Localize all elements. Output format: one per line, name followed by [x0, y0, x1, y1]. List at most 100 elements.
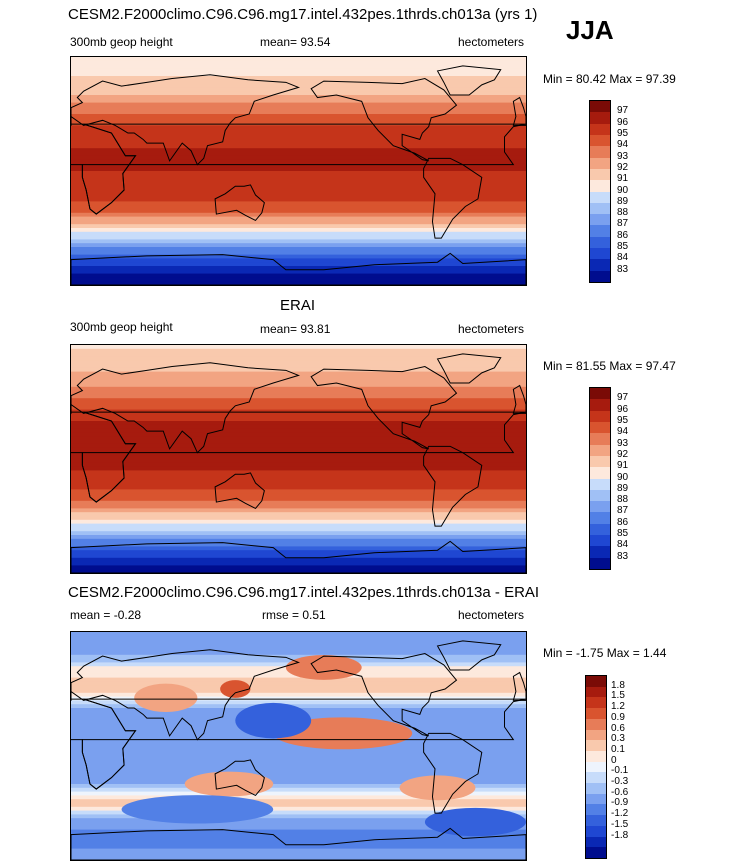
zonal-band [71, 167, 526, 172]
zonal-band [71, 102, 526, 107]
colorbar-swatch [590, 157, 610, 169]
zonal-band [71, 348, 526, 354]
colorbar-tick-label: 93 [617, 437, 629, 449]
panel2-colorbar [589, 387, 611, 570]
zonal-band [71, 398, 526, 403]
zonal-band [71, 91, 526, 96]
zonal-band [71, 140, 526, 145]
zonal-band [71, 402, 526, 407]
zonal-band [71, 508, 526, 513]
zonal-band [71, 247, 526, 252]
zonal-band [71, 643, 526, 648]
zonal-band [71, 635, 526, 641]
panel1-colorbar [589, 100, 611, 283]
coastline-africa [71, 411, 137, 503]
zonal-band [71, 791, 526, 796]
zonal-band [71, 386, 526, 392]
colorbar-swatch [590, 467, 610, 479]
coastline-africa [71, 698, 137, 790]
panel3-map [70, 631, 527, 861]
zonal-band [71, 806, 526, 812]
zonal-band [71, 810, 526, 815]
zonal-band [71, 171, 526, 176]
colorbar-tick-label: 92 [617, 448, 629, 460]
zonal-band [71, 440, 526, 445]
zonal-band [71, 485, 526, 490]
colorbar-swatch [586, 825, 606, 837]
colorbar-tick-label: 97 [617, 105, 629, 117]
zonal-band [71, 266, 526, 271]
zonal-band [71, 405, 526, 411]
zonal-band [71, 273, 526, 278]
panel3-rmse-label: rmse = 0.51 [262, 608, 326, 622]
colorbar-tick-label: 1.5 [611, 690, 625, 702]
zonal-band [71, 163, 526, 168]
coastline-europe-west [512, 96, 526, 126]
coastline-north-america [310, 653, 458, 737]
zonal-band [71, 795, 526, 800]
colorbar-swatch [590, 410, 610, 422]
zonal-band [71, 220, 526, 225]
zonal-band [71, 394, 526, 399]
zonal-band [71, 60, 526, 66]
zonal-band [71, 228, 526, 233]
colorbar-tick-label: -1.2 [611, 808, 629, 820]
zonal-band [71, 557, 526, 563]
zonal-band [71, 776, 526, 781]
zonal-band [71, 462, 526, 468]
colorbar-swatch [586, 740, 606, 751]
colorbar-swatch [586, 697, 606, 709]
zonal-band [71, 269, 526, 275]
zonal-band [71, 685, 526, 690]
coastline-antarctica [71, 540, 526, 573]
zonal-band [71, 281, 526, 285]
zonal-band [71, 523, 526, 528]
map-field-3 [71, 632, 526, 860]
zonal-band [71, 825, 526, 831]
colorbar-swatch [586, 718, 606, 730]
colorbar-swatch [586, 836, 606, 848]
zonal-band [71, 647, 526, 652]
zonal-band [71, 345, 526, 350]
zonal-band [71, 550, 526, 555]
zonal-band [71, 772, 526, 777]
zonal-band [71, 651, 526, 656]
zonal-band [71, 360, 526, 365]
panel2-units-label: hectometers [458, 322, 525, 336]
zonal-band [71, 258, 526, 263]
colorbar-swatch [590, 523, 610, 536]
colorbar-tick-label: -0.9 [611, 797, 629, 809]
zonal-band [71, 493, 526, 498]
zonal-band [71, 209, 526, 214]
zonal-band [71, 243, 526, 248]
colorbar-swatch [586, 761, 606, 773]
colorbar-tick-label: 0 [611, 754, 617, 766]
zonal-band [71, 155, 526, 161]
zonal-band [71, 746, 526, 751]
zonal-band [71, 129, 526, 134]
colorbar-swatch [590, 489, 610, 502]
colorbar-swatch [590, 535, 610, 547]
zonal-band [71, 367, 526, 373]
colorbar-tick-label: 91 [617, 173, 629, 185]
panel2-map [70, 344, 527, 574]
colorbar-tick-label: 94 [617, 426, 629, 438]
colorbar-tick-label: 90 [617, 184, 629, 196]
panel3-title: CESM2.F2000climo.C96.C96.mg17.intel.432p… [68, 584, 540, 601]
coastline-antarctica [71, 827, 526, 860]
zonal-band [71, 371, 526, 376]
zonal-band [71, 277, 526, 282]
coastline-australia [214, 759, 265, 797]
coastline-australia [214, 184, 265, 222]
zonal-band [71, 413, 526, 418]
zonal-band [71, 436, 526, 441]
zonal-band [71, 799, 526, 804]
zonal-band [71, 504, 526, 509]
panel2-variable-label: 300mb geop height [70, 320, 173, 334]
zonal-band [71, 144, 526, 149]
zonal-band [71, 182, 526, 187]
zonal-band [71, 814, 526, 819]
colorbar-swatch [586, 676, 606, 687]
zonal-band [71, 174, 526, 180]
colorbar-swatch [590, 259, 610, 271]
